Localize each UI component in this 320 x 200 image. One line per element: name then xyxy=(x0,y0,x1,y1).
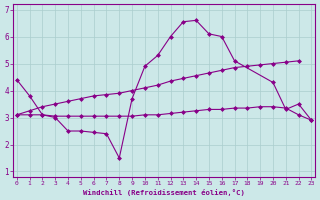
X-axis label: Windchill (Refroidissement éolien,°C): Windchill (Refroidissement éolien,°C) xyxy=(83,189,245,196)
